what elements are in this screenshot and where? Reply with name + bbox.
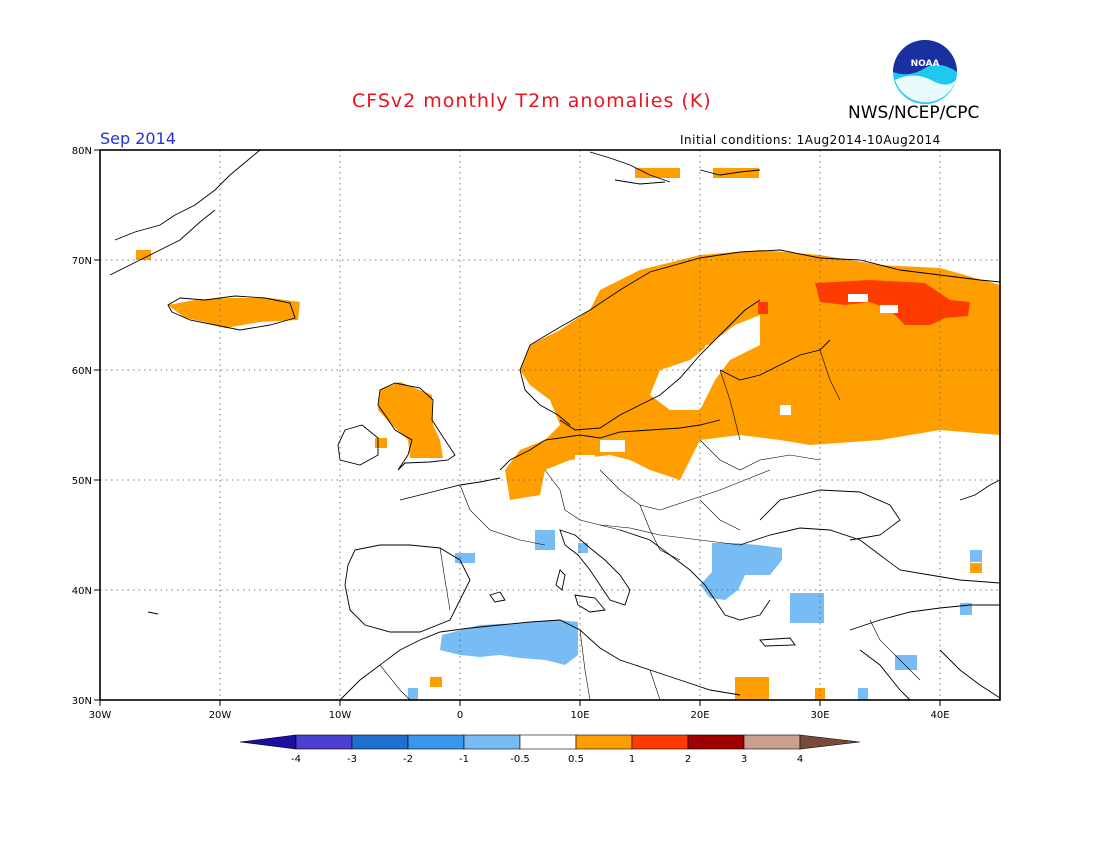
colorbar-label: -2 (403, 754, 413, 765)
coastlines (109, 149, 1001, 701)
colorbar-swatch (351, 734, 409, 750)
gridlines (100, 150, 1000, 700)
colorbar-label: -3 (347, 754, 357, 765)
valid-month: Sep 2014 (100, 129, 176, 148)
colorbar-label: 2 (685, 754, 691, 765)
initial-conditions: Initial conditions: 1Aug2014-10Aug2014 (680, 133, 941, 147)
lat-label-40n: 40N (72, 586, 92, 597)
lat-labels: 80N 70N 60N 50N 40N 30N (72, 146, 92, 707)
colorbar-swatch (295, 734, 353, 750)
warm-anomaly-areas (136, 168, 1000, 700)
noaa-logo-icon: NOAA (893, 40, 957, 104)
lon-label-10e: 10E (570, 710, 589, 721)
colorbar-swatch (575, 734, 633, 750)
colorbar-label: 4 (797, 754, 803, 765)
colorbar-swatch (631, 734, 689, 750)
cool-anomaly-areas (408, 530, 982, 700)
lat-label-30n: 30N (72, 696, 92, 707)
country-borders (379, 349, 921, 701)
colorbar-swatch (687, 734, 745, 750)
lon-label-40e: 40E (930, 710, 949, 721)
colorbar-label: -4 (291, 754, 301, 765)
colorbar-label: -0.5 (510, 754, 530, 765)
hot-anomaly-areas (758, 280, 970, 325)
colorbar-label: 3 (741, 754, 747, 765)
colorbar-label: 0.5 (568, 754, 584, 765)
lon-label-20e: 20E (690, 710, 709, 721)
colorbar-swatch (519, 734, 577, 750)
lon-label-30w: 30W (89, 710, 112, 721)
colorbar-min-arrow (239, 734, 297, 750)
colorbar-max-arrow (799, 734, 861, 750)
lat-label-50n: 50N (72, 476, 92, 487)
axis-ticks (94, 149, 941, 706)
lon-label-30e: 30E (810, 710, 829, 721)
colorbar-label: 1 (629, 754, 635, 765)
lon-labels: 30W 20W 10W 0 10E 20E 30E 40E (89, 710, 950, 721)
colorbar-swatch (743, 734, 801, 750)
lon-label-0: 0 (457, 710, 463, 721)
colorbar-swatch (463, 734, 521, 750)
agency-label: NWS/NCEP/CPC (848, 103, 980, 123)
noaa-logo-text: NOAA (911, 59, 940, 69)
colorbar-label: -1 (459, 754, 469, 765)
lat-label-80n: 80N (72, 146, 92, 157)
lat-label-70n: 70N (72, 256, 92, 267)
lon-label-10w: 10W (329, 710, 352, 721)
colorbar-swatch (407, 734, 465, 750)
chart-title: CFSv2 monthly T2m anomalies (K) (352, 90, 712, 112)
lat-label-60n: 60N (72, 366, 92, 377)
lon-label-20w: 20W (209, 710, 232, 721)
colorbar: -4 -3 -2 -1 -0.5 0.5 1 2 3 4 (239, 734, 861, 765)
